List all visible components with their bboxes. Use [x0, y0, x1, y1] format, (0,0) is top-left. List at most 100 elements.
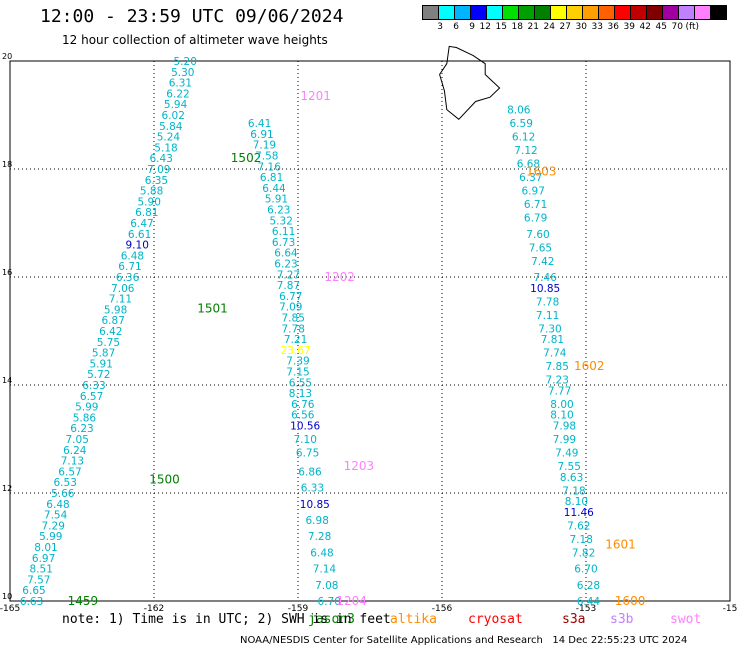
wave-height-value: 6.28 [577, 580, 600, 592]
wave-height-value: 8.51 [30, 564, 53, 576]
wave-height-value: 7.14 [313, 564, 337, 576]
legend-entry-s3a: s3a [562, 612, 586, 627]
wave-height-value: 7.82 [572, 547, 595, 559]
wave-height-value: 8.06 [507, 105, 531, 117]
y-tick-label: 14 [2, 376, 12, 385]
wave-height-value: 7.11 [536, 310, 559, 322]
wave-height-value: 8.01 [34, 542, 57, 554]
wave-height-value: 6.24 [63, 445, 87, 457]
track-time-label: 1500 [149, 473, 180, 487]
wave-height-value: 7.49 [555, 448, 578, 460]
wave-height-value: 6.48 [121, 250, 144, 262]
color-scale-label: 45 [655, 22, 667, 32]
wave-height-value: 7.05 [66, 434, 89, 446]
track-time-label: 1202 [324, 270, 355, 284]
wave-height-value: 8.10 [565, 496, 588, 508]
wave-height-value: 7.46 [534, 272, 558, 284]
wave-height-value: 23.67 [281, 345, 311, 357]
wave-height-value: 7.58 [255, 151, 278, 163]
y-tick-label: 20 [2, 52, 12, 61]
wave-height-value: 7.39 [286, 356, 309, 368]
wave-height-value: 7.12 [514, 145, 537, 157]
x-tick-label: -159 [288, 604, 309, 614]
color-scale-label: 9 [469, 22, 475, 32]
wave-height-value: 7.18 [570, 534, 593, 546]
color-scale-label: 33 [591, 22, 603, 32]
wave-height-value: 10.85 [530, 283, 560, 295]
wave-height-value: 7.11 [109, 294, 132, 306]
track-time-label: 1459 [68, 594, 99, 608]
wave-height-value: 5.75 [97, 337, 120, 349]
wave-height-value: 6.44 [577, 596, 601, 608]
legend-entry-s3b: s3b [610, 612, 634, 627]
wave-height-value: 7.30 [538, 323, 561, 335]
wave-height-value: 6.86 [298, 466, 322, 478]
wave-height-value: 6.48 [46, 499, 69, 511]
wave-height-value: 6.02 [162, 110, 185, 122]
wave-height-value: 6.23 [70, 423, 93, 435]
wave-height-value: 6.55 [289, 377, 312, 389]
wave-height-value: 6.43 [150, 153, 173, 165]
track-time-label: 1601 [605, 537, 636, 551]
wave-height-value: 6.97 [522, 186, 545, 198]
wave-height-value: 7.10 [294, 434, 317, 446]
wave-height-value: 6.64 [274, 248, 298, 260]
wave-height-value: 6.70 [318, 596, 341, 608]
wave-height-value: 6.57 [58, 466, 81, 478]
plot-frame [9, 60, 731, 602]
wave-height-value: 6.44 [262, 183, 286, 195]
wave-height-value: 6.41 [248, 118, 271, 130]
wave-height-value: 5.72 [87, 369, 110, 381]
wave-height-value: 5.20 [174, 56, 197, 68]
wave-height-value: 6.33 [82, 380, 105, 392]
color-scale-label: 36 [607, 22, 619, 32]
credit-line: NOAA/NESDIS Center for Satellite Applica… [240, 635, 688, 646]
footnote: note: 1) Time is in UTC; 2) SWH is in fe… [62, 612, 391, 627]
wave-height-value: 5.18 [154, 142, 177, 154]
wave-height-value: 7.78 [282, 323, 305, 335]
wave-height-value: 6.98 [306, 515, 329, 527]
wave-height-value: 5.99 [39, 531, 62, 543]
wave-height-value: 7.21 [284, 334, 307, 346]
wave-height-value: 7.74 [543, 348, 567, 360]
satellite-legend: jason3 altika cryosat s3a s3b swot [0, 612, 740, 632]
wave-height-value: 5.84 [159, 121, 183, 133]
wave-height-value: 7.13 [61, 456, 84, 468]
wave-height-value: 6.77 [279, 291, 302, 303]
wave-height-value: 6.87 [102, 315, 125, 327]
wave-height-value: 8.10 [550, 410, 573, 422]
wave-height-value: 6.73 [272, 237, 295, 249]
y-tick-label: 10 [2, 592, 12, 601]
color-scale-swatch [710, 5, 727, 20]
wave-height-value: 5.90 [138, 196, 161, 208]
wave-height-value: 7.85 [546, 361, 569, 373]
x-tick-label: -156 [432, 604, 453, 614]
color-scale-label: 30 [575, 22, 587, 32]
wave-height-value: 6.71 [524, 199, 547, 211]
y-tick-label: 16 [2, 268, 12, 277]
wave-height-value: 7.09 [279, 302, 302, 314]
wave-height-value: 7.29 [42, 520, 65, 532]
wave-height-value: 8.00 [550, 399, 573, 411]
y-tick-label: 12 [2, 484, 12, 493]
color-scale-label: (ft) [685, 22, 699, 32]
wave-height-value: 6.33 [301, 483, 324, 495]
wave-height-value: 5.87 [92, 348, 115, 360]
chart-subtitle: 12 hour collection of altimeter wave hei… [62, 33, 328, 47]
x-tick-label: -162 [144, 604, 164, 614]
wave-height-value: 6.35 [145, 175, 168, 187]
wave-height-value: 5.30 [171, 67, 194, 79]
wave-height-value: 6.57 [80, 391, 103, 403]
track-time-label: 1203 [344, 459, 375, 473]
wave-height-value: 11.46 [564, 507, 594, 519]
track-time-label: 1603 [526, 165, 557, 179]
color-scale-label: 70 [671, 22, 683, 32]
color-scale-label: 24 [543, 22, 555, 32]
wave-height-value: 10.85 [300, 499, 330, 511]
wave-height-value: 6.37 [519, 172, 542, 184]
wave-height-value: 5.88 [140, 186, 163, 198]
wave-height-value: 7.23 [546, 375, 569, 387]
wave-height-value: 7.19 [253, 140, 276, 152]
wave-height-value: 7.98 [553, 421, 576, 433]
